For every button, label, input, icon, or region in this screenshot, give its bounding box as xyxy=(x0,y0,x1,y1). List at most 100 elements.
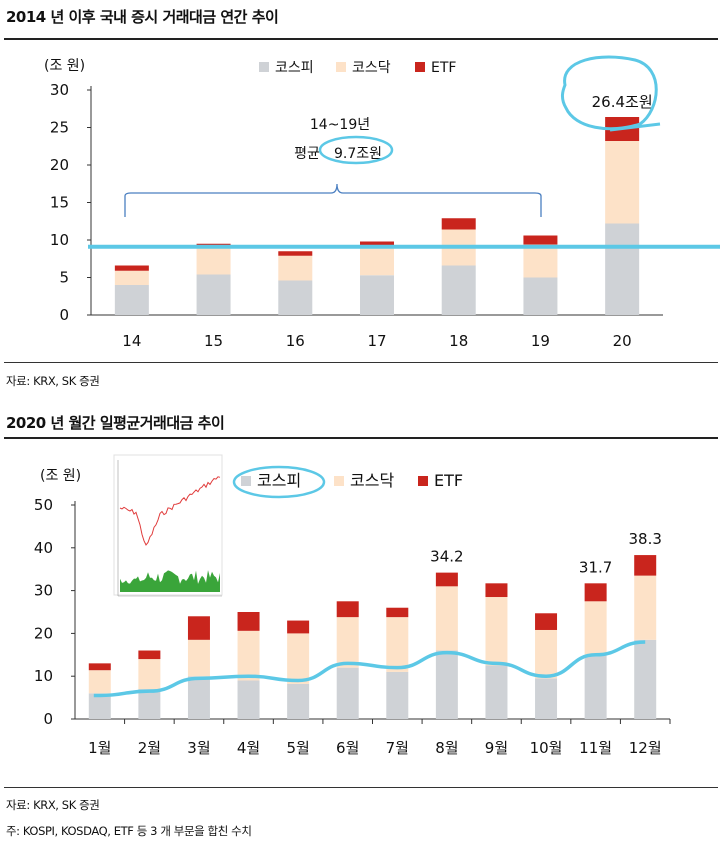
chart2-bar-kospi xyxy=(485,665,508,719)
chart1-x-tick-label: 15 xyxy=(204,332,223,350)
chart2-bar-etf xyxy=(535,613,558,630)
chart2-bar-kosdaq xyxy=(187,639,210,677)
chart2-bar-kosdaq xyxy=(386,617,409,672)
chart2-data-label: 34.2 xyxy=(430,548,463,566)
chart1-bar-kospi xyxy=(441,265,476,315)
chart2-bar-kospi xyxy=(138,689,161,719)
chart2-x-tick-label: 8월 xyxy=(435,739,458,757)
chart2-top-rule xyxy=(4,437,718,439)
chart2-bar-kospi xyxy=(584,654,607,719)
chart2-y-label: (조 원) xyxy=(40,468,81,484)
chart2-x-tick-label: 2월 xyxy=(138,739,161,757)
chart1-bar-kosdaq xyxy=(523,244,558,278)
chart1-bracket-avg-prefix: 평균 xyxy=(294,146,320,162)
chart1-legend-swatch-kospi xyxy=(259,62,269,72)
chart1-legend-label-kosdaq: 코스닥 xyxy=(352,60,391,76)
chart1-legend-label-kospi: 코스피 xyxy=(275,60,314,76)
chart2-x-tick-label: 6월 xyxy=(336,739,359,757)
chart2-bar-etf xyxy=(287,620,310,634)
chart2-source: 자료: KRX, SK 증권 xyxy=(6,798,100,812)
chart1-bar-kosdaq xyxy=(360,248,394,276)
chart1-x-tick-label: 14 xyxy=(122,332,141,350)
chart1-legend-swatch-kosdaq xyxy=(336,62,346,72)
chart2-y-tick-label: 10 xyxy=(34,667,53,685)
chart1-x-tick-label: 20 xyxy=(613,332,632,350)
chart1-avg-highlight-circle xyxy=(318,135,394,165)
chart1-bar-kospi xyxy=(114,285,149,315)
chart1-x-tick-label: 16 xyxy=(286,332,305,350)
chart1-bar-kospi xyxy=(523,277,558,315)
chart2-bar-kospi xyxy=(237,680,260,719)
chart2-bar-kosdaq xyxy=(435,586,458,651)
chart1-title: 2014 년 이후 국내 증시 거래대금 연간 추이 xyxy=(6,8,279,26)
chart2-data-label: 31.7 xyxy=(579,558,612,576)
chart2-x-tick-label: 11월 xyxy=(579,739,612,757)
chart1-y-tick-label: 0 xyxy=(59,306,69,324)
chart1-x-tick-label: 17 xyxy=(367,332,386,350)
chart2-data-label: 38.3 xyxy=(629,530,662,548)
chart2-bar-etf xyxy=(634,555,657,576)
chart2-bar-etf xyxy=(435,572,458,587)
chart2-bar-etf xyxy=(237,612,260,631)
chart2-legend-label-kospi: 코스피 xyxy=(257,471,301,490)
chart2-x-tick-label: 10월 xyxy=(530,739,563,757)
chart2-bar-etf xyxy=(584,583,607,602)
chart1-bar-kospi xyxy=(278,280,313,315)
chart2-bar-kosdaq xyxy=(535,629,558,679)
chart2-inset-volume-area xyxy=(120,570,220,592)
chart1-bar-kospi xyxy=(360,275,394,315)
chart2-x-tick-label: 7월 xyxy=(386,739,409,757)
chart1-source: 자료: KRX, SK 증권 xyxy=(6,374,100,388)
chart2-x-tick-label: 12월 xyxy=(629,739,662,757)
chart2-bar-kospi xyxy=(386,671,409,719)
chart1-x-tick-label: 18 xyxy=(449,332,468,350)
chart1-y-tick-label: 25 xyxy=(50,119,69,137)
chart1-bar-etf xyxy=(441,218,476,230)
chart2-bar-kospi xyxy=(435,650,458,719)
chart1-y-tick-label: 5 xyxy=(59,269,69,287)
chart1-bar-etf xyxy=(114,265,149,271)
chart2-bar-kospi xyxy=(336,667,359,719)
chart2-x-tick-label: 4월 xyxy=(237,739,260,757)
chart2-x-tick-label: 3월 xyxy=(187,739,210,757)
chart2-bar-kospi xyxy=(634,639,657,719)
chart1-top-rule xyxy=(4,38,718,40)
chart2-y-tick-label: 20 xyxy=(34,624,53,642)
chart2-x-tick-label: 1월 xyxy=(88,739,111,757)
chart1-last-bar-label: 26.4조원 xyxy=(592,93,653,111)
chart2-bar-etf xyxy=(485,583,508,598)
chart1-bar-kosdaq xyxy=(196,247,231,275)
chart2-y-tick-label: 50 xyxy=(34,496,53,514)
chart1-y-label: (조 원) xyxy=(44,58,85,74)
chart2-bar-kospi xyxy=(535,678,558,719)
chart1-bar-etf xyxy=(278,251,313,256)
chart1-y-tick-label: 10 xyxy=(50,231,69,249)
chart1-bar-kosdaq xyxy=(278,255,313,281)
chart2-legend-swatch-kosdaq xyxy=(334,476,344,486)
chart1-svg: 0 5 10 15 20 25 30 (조 원) 14 15 16 17 18 19 20 코스피 코스닥 ETF… xyxy=(44,55,720,350)
chart1-y-tick-label: 15 xyxy=(50,194,69,212)
chart1-y-tick-label: 30 xyxy=(50,81,69,99)
chart2-bar-kosdaq xyxy=(237,630,260,681)
chart2-y-tick-label: 40 xyxy=(34,539,53,557)
chart2-y-tick-label: 30 xyxy=(34,582,53,600)
chart2-legend-swatch-kospi xyxy=(241,476,251,486)
chart1-bar-kosdaq xyxy=(114,270,149,285)
chart2-y-tick-label: 0 xyxy=(43,710,53,728)
chart2-svg: 0 10 20 30 40 50 (조 원) 1월 2월 3월 4월 5월 6월 7월 8월 9월 10월 11월… xyxy=(34,454,671,757)
chart2-trend-line xyxy=(93,640,646,698)
chart2-x-tick-label: 9월 xyxy=(485,739,508,757)
chart2-bar-kosdaq xyxy=(138,659,161,690)
chart1-bar-etf xyxy=(523,235,558,245)
chart1-last-highlight-circle xyxy=(561,55,658,131)
chart1-legend-label-etf: ETF xyxy=(431,60,456,76)
chart2-legend-highlight-circle xyxy=(232,465,326,499)
chart2-bar-etf xyxy=(386,607,409,618)
chart1-bar-kosdaq xyxy=(605,141,640,224)
chart1-y-tick-label: 20 xyxy=(50,156,69,174)
chart2-bar-etf xyxy=(88,663,111,671)
chart1-bracket-avg-value: 9.7조원 xyxy=(334,146,382,162)
chart2-bar-kospi xyxy=(187,676,210,719)
chart2-bottom-rule xyxy=(4,787,718,788)
chart1-bar-kospi xyxy=(605,223,640,315)
